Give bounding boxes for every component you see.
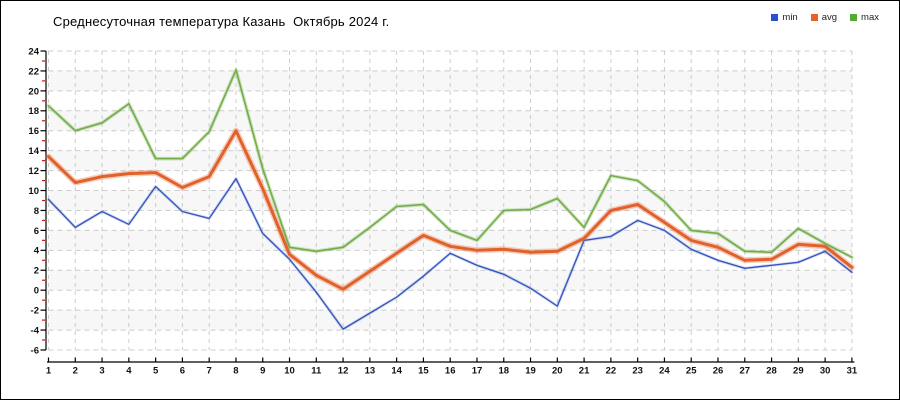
legend-item-min[interactable]: min (771, 12, 798, 23)
legend-swatch-avg (810, 14, 818, 21)
x-axis-tick-label: 23 (632, 366, 643, 377)
y-axis-tick-label: 4 (34, 246, 40, 257)
x-axis-tick-label: 5 (153, 366, 159, 377)
x-axis-tick-label: 17 (472, 366, 483, 377)
series-line-min (47, 177, 853, 330)
x-axis-tick-label: 4 (126, 366, 132, 377)
x-axis-tick-label: 13 (365, 366, 376, 377)
x-axis-tick-label: 18 (498, 366, 509, 377)
legend: min avg max (771, 12, 879, 23)
legend-label-min: min (782, 12, 798, 23)
x-axis-tick-label: 9 (260, 366, 265, 377)
y-axis-tick-label: 22 (28, 66, 39, 77)
legend-label-avg: avg (821, 12, 838, 23)
x-axis-tick-label: 29 (793, 366, 804, 377)
x-axis-tick-label: 8 (233, 366, 238, 377)
y-axis-tick-label: 20 (28, 86, 39, 97)
series-line-avg (47, 129, 854, 291)
plot-band (48, 70, 852, 91)
plot-band (48, 150, 852, 171)
x-axis-tick-label: 28 (766, 366, 777, 377)
plot-band (48, 310, 852, 331)
x-axis-tick-label: 6 (180, 366, 185, 377)
y-axis-tick-label: 16 (28, 126, 39, 137)
x-axis-tick-label: 27 (739, 366, 750, 377)
plot-band (48, 230, 852, 251)
x-axis-tick-label: 16 (445, 366, 456, 377)
y-axis-tick-label: -2 (31, 306, 39, 317)
legend-swatch-max (850, 14, 858, 21)
plot-band (48, 270, 852, 291)
x-axis-tick-label: 1 (46, 366, 52, 377)
x-axis-tick-label: 2 (73, 366, 78, 377)
x-axis-tick-label: 7 (207, 366, 212, 377)
y-axis-tick-label: 2 (34, 266, 39, 277)
legend-item-max[interactable]: max (850, 12, 879, 23)
x-axis-tick-label: 11 (311, 366, 322, 377)
x-axis-tick-label: 21 (579, 366, 590, 377)
y-axis-tick-label: -4 (31, 325, 40, 336)
legend-swatch-min (771, 14, 779, 21)
x-axis-tick-label: 19 (525, 366, 536, 377)
x-axis-tick-label: 3 (99, 366, 104, 377)
y-axis-tick-label: -6 (31, 345, 39, 356)
x-axis-tick-label: 15 (418, 366, 429, 377)
y-axis-tick-label: 18 (28, 106, 39, 117)
y-axis-tick-label: 12 (28, 166, 39, 177)
x-axis-tick-label: 14 (391, 366, 402, 377)
y-axis-tick-label: 8 (34, 206, 39, 217)
x-axis-tick-label: 22 (606, 366, 617, 377)
x-axis-tick-label: 20 (552, 366, 563, 377)
legend-item-avg[interactable]: avg (810, 12, 838, 23)
y-axis-tick-label: 6 (34, 226, 39, 237)
x-axis-tick-label: 31 (847, 366, 858, 377)
y-axis-tick-label: 14 (28, 146, 39, 157)
x-axis-tick-label: 10 (284, 366, 295, 377)
y-axis-tick-label: 0 (34, 286, 39, 297)
x-axis-tick-label: 24 (659, 366, 670, 377)
x-axis-tick-label: 12 (338, 366, 349, 377)
x-axis-tick-label: 26 (713, 366, 724, 377)
y-axis-tick-label: 24 (28, 46, 39, 57)
y-axis-tick-label: 10 (28, 186, 39, 197)
x-axis-tick-label: 30 (820, 366, 831, 377)
x-axis-tick-label: 25 (686, 366, 697, 377)
series-line-max (47, 69, 853, 259)
legend-label-max: max (861, 12, 879, 23)
plot-band (48, 110, 852, 131)
chart-title: Среднесуточная температура Казань Октябр… (53, 14, 390, 29)
